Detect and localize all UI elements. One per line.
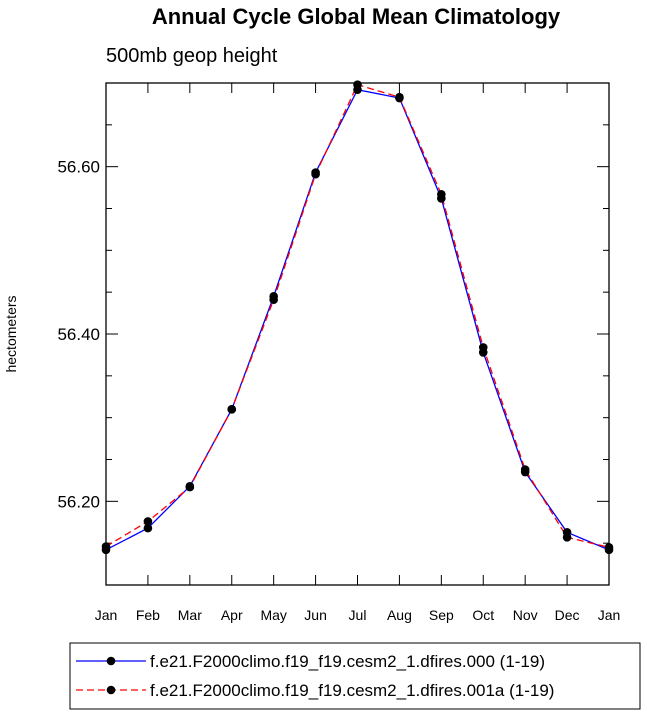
x-tick-label: Feb (136, 607, 160, 623)
x-tick-label: Jul (349, 607, 367, 623)
data-point-series-0 (143, 523, 153, 533)
plot-frame (105, 82, 610, 586)
legend-label-1: f.e21.F2000climo.f19_f19.cesm2_1.dfires.… (150, 681, 554, 700)
data-point-series-1 (353, 80, 362, 89)
x-tick-label: Jan (598, 607, 621, 623)
axes-layer: Jan Feb Mar Apr May Jun Jul Aug Sep Oct Nov Dec Jan 5… (57, 82, 621, 623)
data-point-series-1 (520, 465, 530, 474)
legend-label-0: f.e21.F2000climo.f19_f19.cesm2_1.dfires.… (150, 652, 545, 671)
x-tick-label: Mar (178, 607, 202, 623)
legend: f.e21.F2000climo.f19_f19.cesm2_1.dfires.… (69, 642, 641, 710)
series-line-1 (105, 83, 610, 548)
series-layer (101, 80, 614, 555)
y-tick-label: 56.20 (57, 492, 100, 511)
x-tick-label: Dec (555, 607, 580, 623)
x-tick-label: Aug (387, 607, 412, 623)
x-tick-label: May (260, 607, 286, 623)
x-tick-label: Jan (95, 607, 118, 623)
data-point-series-1 (437, 189, 446, 199)
legend-marker-1 (106, 685, 116, 695)
x-tick-label: Apr (221, 607, 243, 623)
chart-subtitle: 500mb geop height (106, 45, 278, 67)
x-tick-label: Jun (304, 607, 327, 623)
x-tick-label: Oct (472, 607, 494, 623)
data-point-series-1 (311, 169, 320, 179)
x-tick-label: Nov (513, 607, 538, 623)
data-point-series-1 (395, 92, 404, 102)
series-line-0 (105, 88, 610, 551)
chart-title: Annual Cycle Global Mean Climatology (152, 4, 561, 29)
data-point-series-1 (478, 343, 488, 352)
data-point-series-1 (562, 533, 572, 542)
x-tick-label: Sep (429, 607, 454, 623)
legend-box (69, 642, 641, 710)
data-point-series-1 (227, 405, 237, 414)
data-point-series-1 (143, 517, 153, 526)
legend-marker-0 (106, 656, 116, 666)
data-point-series-1 (185, 482, 195, 492)
y-tick-label: 56.60 (57, 158, 100, 177)
data-point-series-1 (269, 295, 278, 304)
y-tick-label: 56.40 (57, 325, 100, 344)
y-axis-label: hectometers (3, 295, 19, 372)
